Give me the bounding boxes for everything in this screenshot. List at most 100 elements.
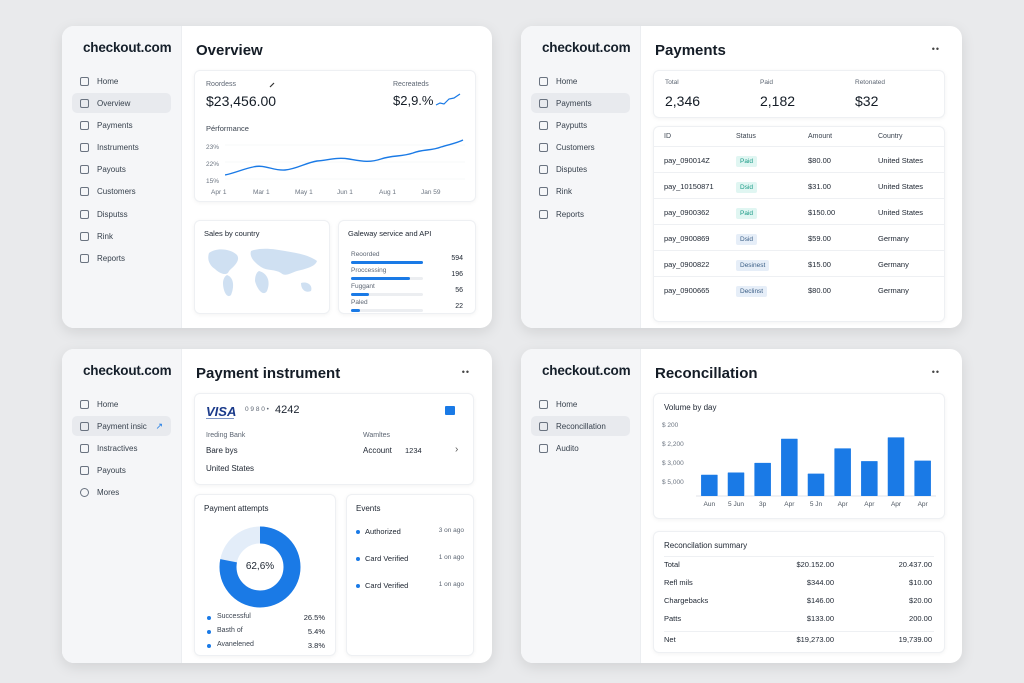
sidebar-item[interactable]: Overview: [72, 93, 171, 114]
events-card: Events Authorized 3 on ago Card Verified 1 …: [346, 494, 474, 656]
table-row[interactable]: pay_0900362 Paid $150.00 United States: [654, 198, 944, 224]
page-title: Reconcillation: [655, 365, 758, 382]
summary-value-b: $10.00: [909, 578, 932, 587]
x-tick: Apr: [918, 501, 929, 508]
status-badge: Desinest: [736, 260, 770, 271]
sidebar-item[interactable]: Disputes: [531, 160, 630, 180]
volume-bar[interactable]: [834, 448, 851, 496]
events-title: Events: [356, 504, 381, 513]
event-label[interactable]: Card Verified: [365, 554, 409, 563]
account-value: 1234: [405, 446, 422, 455]
gateway-bar: [351, 277, 411, 280]
brand-logo[interactable]: checkout.com: [537, 40, 631, 55]
sidebar-item[interactable]: Audito: [531, 438, 630, 458]
volume-bar[interactable]: [754, 462, 771, 496]
chevron-right-icon[interactable]: ›: [455, 444, 459, 455]
risk-icon: [80, 231, 89, 241]
sparkline-icon: [435, 93, 461, 106]
column-header[interactable]: ID: [664, 133, 671, 140]
bank-country: United States: [206, 464, 255, 473]
gateway-row-value: 196: [451, 271, 463, 278]
column-header[interactable]: Amount: [808, 133, 833, 140]
event-label[interactable]: Authorized: [365, 527, 401, 536]
volume-bar[interactable]: [701, 474, 718, 496]
pencil-icon[interactable]: [269, 81, 276, 88]
metric2-label: Recreateds: [393, 81, 429, 88]
status-badge: Declinst: [736, 286, 768, 297]
volume-bar[interactable]: [807, 473, 825, 496]
x-tick: Apr 1: [211, 189, 227, 196]
gateway-row-label: Proccessing: [351, 267, 387, 274]
sidebar-item[interactable]: Customers: [72, 182, 171, 202]
sidebar-item-label: Disputes: [556, 165, 588, 175]
volume-bar[interactable]: [914, 460, 931, 496]
table-row[interactable]: pay_0900869 Dsid $59.00 Germany: [654, 224, 944, 250]
more-options-icon[interactable]: ••: [461, 367, 470, 377]
sidebar-item[interactable]: Disputss: [72, 204, 171, 224]
sidebar-item[interactable]: Home: [531, 71, 630, 91]
brand-name: checkout.com: [542, 363, 631, 378]
sidebar-item-label: Reports: [556, 209, 585, 219]
instruments-icon: [80, 143, 89, 153]
event-label[interactable]: Card Verified: [365, 581, 409, 590]
sidebar-item[interactable]: Reconcillation: [531, 416, 630, 437]
volume-bar[interactable]: [861, 461, 878, 496]
gateway-row-value: 56: [455, 287, 463, 294]
sidebar-item[interactable]: Rink: [72, 226, 171, 246]
summary-value-b: 20.437.00: [898, 560, 932, 569]
stat-value: $32: [855, 93, 879, 109]
sidebar-item[interactable]: Mores: [72, 483, 171, 503]
volume-bar[interactable]: [781, 438, 798, 496]
sidebar-item-label: Payputts: [556, 120, 588, 130]
sidebar-item[interactable]: Instractives: [72, 438, 171, 458]
sidebar-item[interactable]: Instruments: [72, 138, 171, 158]
arrow-up-right-icon[interactable]: ↗: [155, 420, 163, 431]
brand-logo[interactable]: checkout.com: [78, 40, 172, 55]
payment-country: Germany: [878, 260, 909, 269]
volume-bar[interactable]: [727, 472, 745, 496]
sidebar-item-label: Reconcillation: [556, 421, 606, 431]
column-header[interactable]: Status: [736, 133, 756, 140]
stat-value: 2,182: [760, 93, 796, 109]
sidebar-item[interactable]: Rink: [531, 182, 630, 202]
volume-card: Volume by day $ 200 $ 2,200 $ 3,000 $ 5,000…: [653, 393, 945, 519]
risk-icon: [539, 187, 548, 197]
main-content: Overview Roordess $23,456.00 Recreateds …: [182, 26, 492, 328]
sidebar-item[interactable]: Payputts: [531, 115, 630, 135]
brand-logo[interactable]: checkout.com: [537, 363, 631, 378]
column-header[interactable]: Country: [878, 133, 903, 140]
sidebar-item[interactable]: Payment insic ↗: [72, 416, 171, 437]
volume-bar[interactable]: [887, 437, 905, 496]
brand-logo[interactable]: checkout.com: [78, 363, 172, 378]
card-flag-icon[interactable]: [445, 406, 455, 415]
sidebar-item[interactable]: Customers: [531, 138, 630, 158]
table-row[interactable]: pay_090014Z Paid $80.00 United States: [654, 146, 944, 172]
summary-value-a: $133.00: [806, 614, 834, 623]
sidebar-item-label: Instractives: [97, 443, 138, 453]
donut-value: 62,6%: [245, 561, 275, 572]
table-row[interactable]: pay_0900822 Desinest $15.00 Germany: [654, 250, 944, 276]
sidebar-item[interactable]: Home: [72, 394, 171, 414]
payment-amount: $59.00: [808, 234, 831, 243]
sidebar-item[interactable]: Payouts: [72, 160, 171, 180]
table-row[interactable]: pay_10150871 Dsid $31.00 United States: [654, 172, 944, 198]
sidebar-item[interactable]: Reports: [531, 204, 630, 224]
gateway-row-label: Paled: [351, 299, 368, 306]
sidebar-item[interactable]: Payouts: [72, 461, 171, 481]
sidebar-item[interactable]: Reports: [72, 249, 171, 269]
divider: [664, 631, 934, 632]
disputes-icon: [80, 209, 89, 219]
more-options-icon[interactable]: ••: [931, 367, 940, 377]
table-row[interactable]: pay_0900665 Declinst $80.00 Germany: [654, 276, 944, 302]
sidebar-item[interactable]: Home: [531, 394, 630, 414]
metric1-label: Roordess: [206, 81, 236, 88]
sidebar: checkout.com Home Payments Payputts Custome…: [521, 26, 641, 328]
x-tick: 5 Jun: [728, 501, 744, 508]
sidebar-item[interactable]: Payments: [72, 115, 171, 135]
gateway-card: Galeway service and API Reoorded 594 Procc…: [338, 220, 476, 314]
sidebar-item[interactable]: Payments: [531, 93, 630, 114]
y-tick: $ 2,200: [662, 441, 684, 448]
sidebar-item[interactable]: Home: [72, 71, 171, 91]
sidebar-item-label: Home: [556, 76, 578, 86]
more-options-icon[interactable]: ••: [931, 44, 940, 54]
